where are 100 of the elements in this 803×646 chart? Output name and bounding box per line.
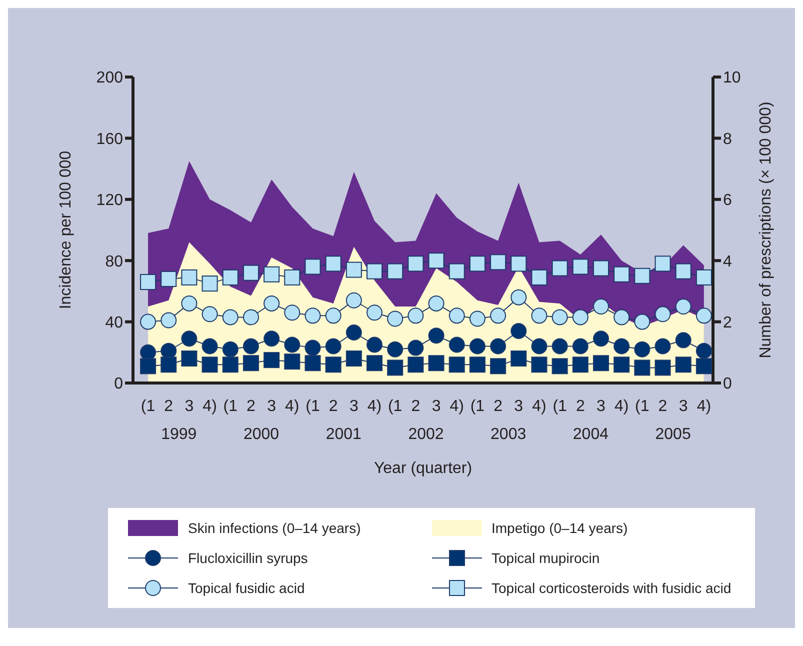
point	[490, 254, 506, 270]
y2-axis-title: Number of prescriptions (× 100 000)	[758, 102, 775, 358]
point	[510, 322, 527, 339]
point	[408, 308, 424, 324]
point	[242, 338, 259, 354]
point	[592, 260, 609, 276]
point	[428, 328, 444, 344]
point	[531, 308, 548, 324]
y-tick-label: 120	[96, 192, 124, 210]
point	[284, 304, 300, 321]
x-tick-label: 4)	[285, 398, 300, 415]
point	[469, 256, 486, 272]
point	[448, 263, 465, 280]
point	[614, 266, 630, 282]
x-tick-label: 3	[514, 398, 524, 415]
point	[654, 256, 671, 272]
point	[387, 263, 404, 280]
point	[552, 309, 568, 326]
point	[696, 308, 712, 324]
point	[346, 350, 362, 367]
point	[366, 355, 383, 372]
x-tick-label: (1	[140, 398, 156, 415]
point	[346, 262, 362, 278]
point	[654, 338, 671, 354]
point	[572, 356, 588, 373]
point	[469, 338, 486, 354]
y2-tick-label: 6	[723, 192, 732, 210]
point	[572, 258, 588, 275]
point	[140, 314, 156, 330]
point	[304, 355, 321, 372]
point	[448, 336, 465, 353]
text: 2000	[243, 426, 280, 443]
point	[325, 308, 342, 324]
point	[264, 295, 280, 312]
x-tick-label: 2	[246, 398, 256, 415]
y-tick-label: 200	[96, 70, 124, 87]
text: 2002	[408, 426, 444, 443]
x-tick-label: 2	[164, 398, 174, 415]
x-tick-label: 3	[267, 398, 276, 415]
point	[552, 338, 568, 354]
point	[531, 338, 548, 354]
point	[366, 304, 383, 321]
point	[675, 263, 692, 280]
point	[387, 360, 404, 376]
x-tick-label: 4)	[614, 398, 629, 415]
x-tick-label: 3	[349, 398, 358, 415]
point	[428, 252, 444, 269]
point	[675, 332, 692, 348]
point	[592, 330, 609, 347]
point	[675, 298, 692, 314]
y-tick-label: 40	[105, 314, 124, 332]
point	[675, 356, 692, 373]
point	[654, 306, 671, 322]
text: 2004	[572, 426, 609, 443]
legend-label: Topical corticosteroids with fusidic acid	[492, 580, 732, 596]
x-tick-label: 3	[184, 398, 194, 415]
x-tick-label: 2	[658, 398, 668, 415]
point	[366, 263, 383, 280]
x-tick-label: 4)	[367, 398, 382, 415]
legend-label: Flucloxicillin syrups	[188, 550, 308, 566]
point	[408, 340, 424, 356]
point	[140, 344, 156, 360]
point	[552, 358, 568, 374]
x-tick-label: (1	[388, 398, 402, 415]
point	[304, 258, 321, 275]
y-tick-label: 160	[96, 130, 124, 148]
text: 2005	[655, 426, 691, 443]
y2-tick-label: 8	[723, 130, 732, 148]
point	[140, 358, 156, 374]
point	[614, 309, 630, 326]
point	[242, 355, 259, 372]
point	[242, 264, 259, 281]
text: 2003	[490, 426, 526, 443]
point	[160, 342, 177, 359]
x-axis-title: Year (quarter)	[374, 460, 472, 477]
point	[304, 308, 321, 324]
point	[614, 338, 630, 354]
legend-label: Topical mupirocin	[492, 550, 600, 566]
point	[387, 310, 404, 327]
point	[469, 310, 486, 327]
point	[696, 342, 712, 359]
point	[242, 309, 259, 326]
x-tick-label: 4)	[696, 398, 712, 415]
y-tick-label: 80	[105, 253, 124, 270]
x-tick-label: 4)	[202, 398, 217, 415]
x-tick-label: 2	[411, 398, 420, 415]
point	[654, 360, 671, 376]
point	[408, 256, 424, 272]
legend-label: Skin infections (0–14 years)	[188, 520, 361, 536]
x-tick-label: 2	[328, 398, 338, 415]
x-tick-label: (1	[552, 398, 568, 415]
x-tick-label: 2	[576, 398, 585, 415]
y2-tick-label: 4	[723, 253, 732, 270]
y-axis-title: Incidence per 100 000	[58, 150, 75, 310]
point	[222, 269, 238, 286]
y-tick-label: 0	[114, 376, 124, 393]
point	[696, 269, 712, 286]
point	[264, 352, 280, 368]
point	[202, 338, 218, 354]
point	[592, 355, 609, 372]
